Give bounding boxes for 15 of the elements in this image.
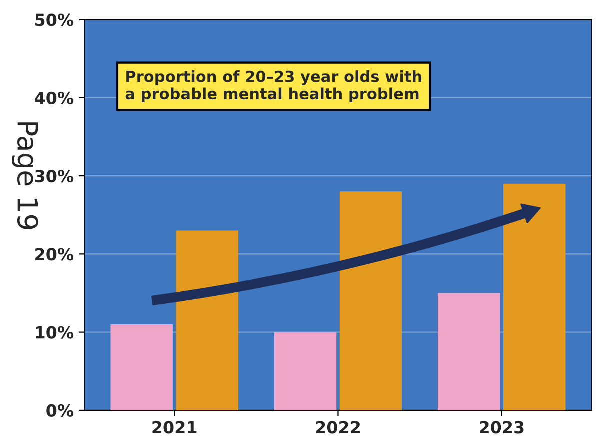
x-tick-label: 2021: [152, 421, 197, 434]
x-tick-label: 2023: [480, 421, 524, 434]
bar: [438, 293, 500, 410]
y-tick-label: 40%: [35, 92, 74, 104]
x-tick-label: 2022: [316, 421, 360, 434]
bar: [504, 184, 566, 410]
text: Proportion of 20–23 year olds with a probable mental health problem: [126, 70, 422, 103]
y-tick-label: 50%: [36, 14, 74, 26]
bar: [340, 192, 402, 410]
y-tick-label: 10%: [36, 326, 74, 339]
y-tick-label: 20%: [36, 248, 74, 261]
bar: [274, 332, 337, 410]
y-tick-label: 0%: [46, 404, 74, 418]
bar: [176, 230, 238, 410]
bar: [110, 324, 173, 410]
